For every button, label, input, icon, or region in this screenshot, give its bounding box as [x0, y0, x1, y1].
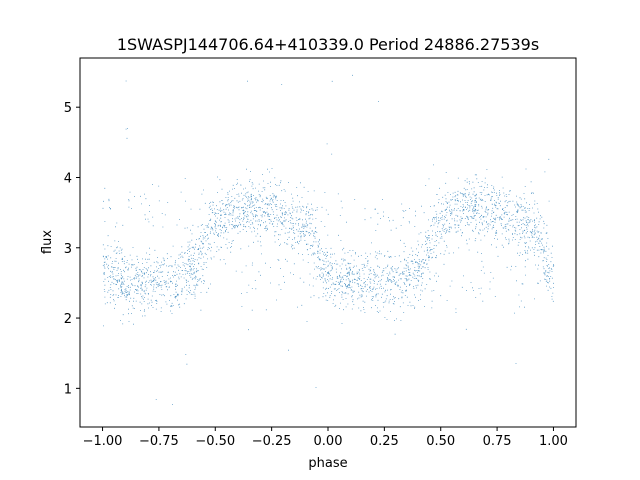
data-points — [102, 74, 555, 405]
x-tick-label: 0.00 — [314, 434, 343, 449]
y-axis-label: flux — [40, 230, 55, 254]
y-tick-label: 5 — [64, 101, 72, 116]
y-tick-label: 3 — [64, 242, 72, 257]
chart-title: 1SWASPJ144706.64+410339.0 Period 24886.2… — [117, 35, 539, 54]
x-tick-label: 1.00 — [539, 434, 568, 449]
x-tick-label: −0.25 — [252, 434, 292, 449]
x-axis: −1.00 −0.75 −0.50 −0.25 0.00 0.25 0.50 0.75 1.00 — [83, 427, 568, 449]
x-tick-label: −0.50 — [195, 434, 235, 449]
y-axis: 1 2 3 4 5 — [64, 101, 80, 397]
x-axis-label: phase — [308, 456, 347, 471]
y-tick-label: 1 — [64, 382, 72, 397]
x-tick-label: −0.75 — [139, 434, 179, 449]
x-tick-label: 0.75 — [483, 434, 512, 449]
x-tick-label: −1.00 — [83, 434, 123, 449]
x-tick-label: 0.25 — [370, 434, 399, 449]
x-tick-label: 0.50 — [426, 434, 455, 449]
y-tick-label: 4 — [64, 171, 72, 186]
y-tick-label: 2 — [64, 312, 72, 327]
scatter-points — [102, 74, 555, 405]
